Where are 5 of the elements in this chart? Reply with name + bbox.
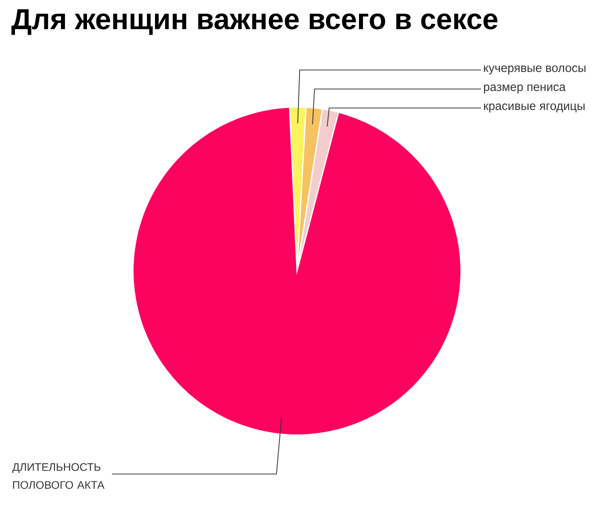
chart-title: Для женщин важнее всего в сексе — [11, 9, 498, 35]
slice-label: кучерявые волосы — [484, 66, 586, 74]
slice-label: размер пениса — [484, 84, 566, 94]
slice-label: красивые ягодицы — [484, 104, 585, 112]
slice-label: ДЛИТЕЛЬНОСТЬ ПОЛОВОГО АКТА — [12, 463, 104, 489]
